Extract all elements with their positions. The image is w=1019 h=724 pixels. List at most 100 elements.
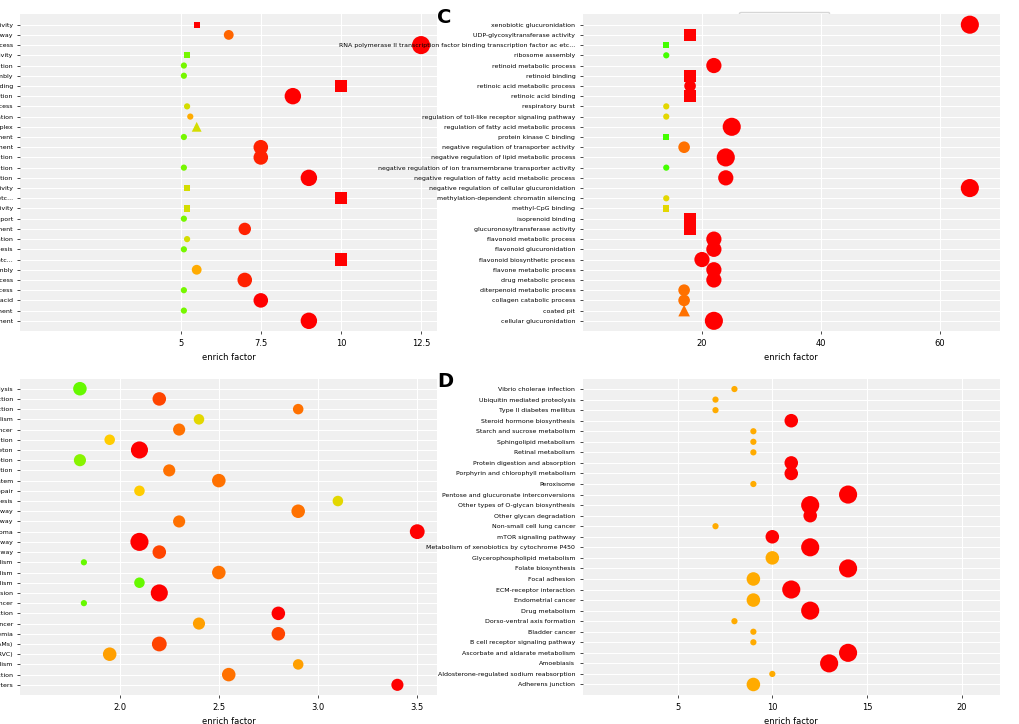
Point <box>211 475 227 487</box>
Point <box>189 264 205 276</box>
Point <box>161 465 177 476</box>
Legend: 4, 5, 6, 7, 8, 9: 4, 5, 6, 7, 8, 9 <box>762 214 828 273</box>
Point <box>270 628 286 639</box>
Point <box>289 505 306 517</box>
Point <box>657 39 674 51</box>
Point <box>131 577 148 589</box>
Point <box>75 557 92 568</box>
Point <box>745 594 761 606</box>
Point <box>289 659 306 670</box>
Point <box>820 657 837 669</box>
Point <box>289 403 306 415</box>
Point <box>961 182 977 194</box>
Point <box>717 172 734 184</box>
Text: D: D <box>437 372 452 391</box>
Point <box>682 80 698 92</box>
Point <box>211 567 227 578</box>
Point <box>682 29 698 41</box>
Point <box>220 669 236 681</box>
Point <box>253 295 269 306</box>
Point <box>745 447 761 458</box>
Point <box>178 233 195 245</box>
Point <box>301 315 317 327</box>
Point <box>676 141 692 153</box>
Point <box>182 111 199 122</box>
Point <box>961 19 977 30</box>
Point <box>189 19 205 30</box>
Point <box>332 193 348 204</box>
Point <box>801 510 817 521</box>
Point <box>71 383 88 395</box>
Point <box>175 213 192 224</box>
Point <box>175 70 192 82</box>
Point <box>783 415 799 426</box>
Point <box>706 405 722 416</box>
Point <box>657 49 674 61</box>
Point <box>801 605 817 616</box>
Point <box>705 274 721 286</box>
Point <box>657 101 674 112</box>
Point <box>151 393 167 405</box>
Point <box>657 203 674 214</box>
Point <box>102 649 118 660</box>
Point <box>839 563 855 574</box>
Point <box>178 182 195 194</box>
Point <box>175 305 192 316</box>
Point <box>763 668 780 680</box>
Point <box>301 172 317 184</box>
Point <box>657 162 674 174</box>
Point <box>801 542 817 553</box>
Point <box>839 489 855 500</box>
Point <box>178 49 195 61</box>
Point <box>745 436 761 447</box>
Point <box>389 679 406 691</box>
Point <box>657 193 674 204</box>
Point <box>175 131 192 143</box>
Point <box>745 479 761 490</box>
Point <box>191 618 207 629</box>
Point <box>783 468 799 479</box>
Point <box>178 203 195 214</box>
Point <box>763 552 780 564</box>
Point <box>171 424 187 435</box>
Point <box>682 223 698 235</box>
Text: C: C <box>437 8 451 27</box>
Point <box>191 413 207 425</box>
Point <box>189 121 205 132</box>
Point <box>131 445 148 456</box>
Point <box>705 243 721 255</box>
Point <box>705 60 721 72</box>
X-axis label: enrich factor: enrich factor <box>202 353 256 362</box>
Point <box>253 141 269 153</box>
Point <box>332 80 348 92</box>
Point <box>270 607 286 619</box>
Point <box>693 253 709 265</box>
Point <box>705 233 721 245</box>
Point <box>705 264 721 276</box>
Point <box>682 70 698 82</box>
Point <box>745 426 761 437</box>
Point <box>705 315 721 327</box>
Point <box>717 151 734 163</box>
Point <box>682 90 698 102</box>
Point <box>706 394 722 405</box>
Point <box>657 111 674 122</box>
Point <box>783 457 799 468</box>
Point <box>220 29 236 41</box>
Point <box>413 39 429 51</box>
Point <box>839 647 855 659</box>
Point <box>332 253 348 265</box>
Point <box>745 626 761 638</box>
X-axis label: enrich factor: enrich factor <box>763 353 817 362</box>
Point <box>175 285 192 296</box>
Point <box>745 636 761 648</box>
Point <box>151 587 167 599</box>
Point <box>131 536 148 547</box>
Point <box>706 521 722 532</box>
Point <box>726 615 742 627</box>
X-axis label: enrich factor: enrich factor <box>763 717 817 724</box>
Point <box>783 584 799 595</box>
Point <box>253 151 269 163</box>
Point <box>722 121 739 132</box>
Point <box>284 90 301 102</box>
